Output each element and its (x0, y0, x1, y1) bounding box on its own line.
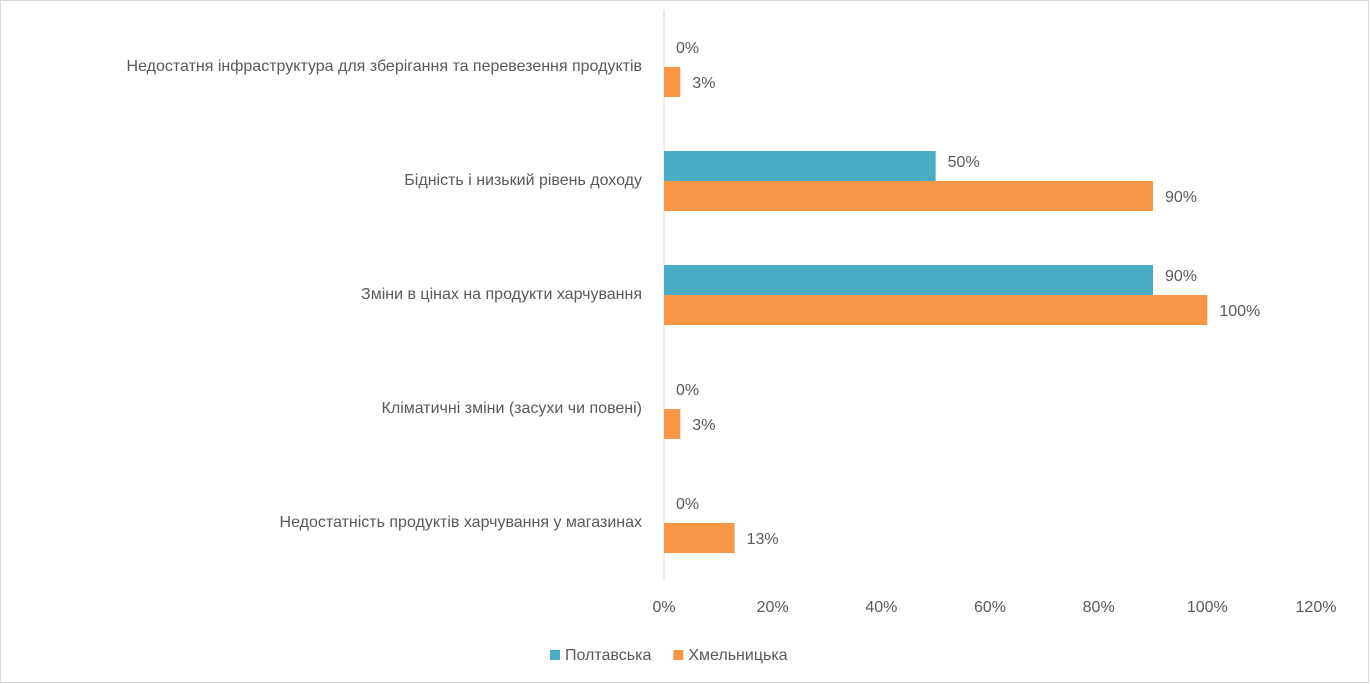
data-label: 90% (1165, 189, 1197, 206)
bar (664, 265, 1153, 295)
bar (664, 151, 936, 181)
data-label: 50% (948, 154, 980, 171)
x-tick-label: 20% (757, 599, 789, 616)
data-label: 0% (676, 496, 699, 513)
data-label: 90% (1165, 268, 1197, 285)
category-label: Зміни в цінах на продукти харчування (361, 286, 642, 303)
legend-label: Хмельницька (688, 647, 787, 664)
category-label: Недостатність продуктів харчування у маг… (280, 514, 642, 531)
x-tick-label: 40% (865, 599, 897, 616)
bar (664, 295, 1208, 325)
bar (664, 523, 735, 553)
bar (664, 181, 1153, 211)
bar (664, 409, 681, 439)
x-tick-label: 60% (974, 599, 1006, 616)
legend-swatch (550, 650, 560, 660)
legend-swatch (673, 650, 684, 660)
data-label: 0% (676, 40, 699, 57)
data-label: 3% (692, 75, 715, 92)
bar (664, 67, 681, 97)
legend-label: Полтавська (565, 647, 651, 664)
data-label: 3% (692, 417, 715, 434)
x-tick-label: 0% (652, 599, 675, 616)
data-label: 0% (676, 382, 699, 399)
x-tick-label: 80% (1083, 599, 1115, 616)
category-label: Недостатня інфраструктура для зберігання… (127, 58, 642, 75)
x-tick-label: 100% (1187, 599, 1228, 616)
data-label: 100% (1219, 303, 1260, 320)
x-tick-label: 120% (1296, 599, 1337, 616)
category-label: Кліматичні зміни (засухи чи повені) (382, 400, 642, 417)
category-label: Бідність і низький рівень доходу (404, 172, 642, 189)
data-label: 13% (747, 531, 779, 548)
